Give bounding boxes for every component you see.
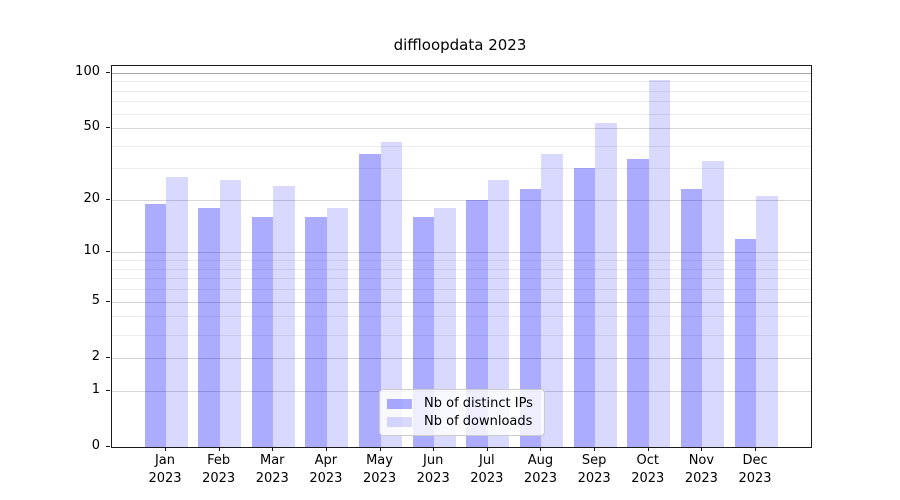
x-tick [701, 447, 703, 451]
bar-distinct-ips-nov [680, 189, 703, 447]
minor-gridline [111, 316, 811, 318]
y-tick [106, 446, 110, 447]
y-tick [106, 389, 110, 391]
x-tick-label: Mar 2023 [255, 453, 289, 486]
bar-downloads-dec [756, 196, 778, 447]
bar-distinct-ips-jul [466, 200, 488, 447]
x-tick [755, 447, 757, 451]
x-tick [272, 447, 274, 451]
bar-distinct-ips-mar [251, 217, 274, 447]
bar-distinct-ips-oct [627, 158, 649, 447]
minor-gridline [111, 334, 811, 336]
x-tick [540, 447, 542, 451]
chart-title: diffloopdata 2023 [393, 36, 527, 54]
x-tick [433, 447, 435, 451]
plot-area [110, 64, 812, 448]
y-tick [106, 356, 110, 358]
x-tick [218, 447, 220, 451]
x-tick-label: Dec 2023 [738, 453, 772, 486]
minor-gridline [111, 81, 811, 83]
bar-downloads-feb [219, 179, 242, 447]
bar-downloads-jan [166, 176, 188, 447]
x-tick-label: May 2023 [363, 453, 397, 486]
bar-distinct-ips-apr [305, 217, 327, 447]
legend-swatch-distinct-ips [387, 398, 412, 409]
bar-downloads-jul [487, 179, 510, 447]
bar-downloads-mar [273, 185, 295, 447]
legend-item-downloads: Nb of downloads [387, 414, 544, 429]
legend-label-distinct-ips: Nb of distinct IPs [424, 396, 533, 411]
bar-downloads-aug [541, 154, 563, 447]
legend-swatch-downloads [387, 416, 412, 427]
bar-distinct-ips-jan [144, 204, 166, 447]
x-tick-label: Sep 2023 [577, 453, 611, 486]
major-gridline [111, 200, 811, 202]
x-tick [594, 447, 596, 451]
x-tick [379, 447, 381, 451]
bar-downloads-may [380, 141, 403, 447]
y-tick [106, 251, 110, 253]
bar-distinct-ips-feb [198, 208, 220, 447]
bar-distinct-ips-sep [573, 168, 596, 447]
legend-box: Nb of distinct IPs Nb of downloads [379, 389, 545, 436]
y-tick-label: 100 [75, 63, 100, 79]
y-tick-label: 50 [83, 119, 100, 135]
minor-gridline [111, 145, 811, 147]
major-gridline [111, 252, 811, 254]
bar-distinct-ips-aug [519, 189, 542, 447]
x-tick-label: Oct 2023 [631, 453, 665, 486]
y-tick [106, 199, 110, 201]
minor-gridline [111, 260, 811, 262]
bar-distinct-ips-may [359, 154, 381, 447]
major-gridline [111, 72, 811, 74]
x-tick-label: Jan 2023 [148, 453, 182, 486]
y-tick-label: 10 [83, 243, 100, 259]
bar-downloads-jun [434, 208, 456, 447]
x-tick-label: Jul 2023 [470, 453, 504, 486]
legend-label-downloads: Nb of downloads [424, 414, 533, 429]
x-tick [165, 447, 166, 451]
y-tick [106, 71, 110, 73]
x-tick [486, 447, 488, 451]
y-tick-label: 5 [91, 292, 100, 308]
major-gridline [111, 301, 811, 303]
y-tick-label: 1 [91, 381, 100, 397]
bar-downloads-sep [595, 123, 617, 447]
y-tick-label: 20 [83, 191, 100, 207]
y-tick [106, 300, 110, 302]
major-gridline [111, 357, 811, 359]
minor-gridline [111, 168, 811, 170]
y-tick-label: 2 [91, 348, 100, 364]
bar-downloads-apr [326, 208, 349, 447]
minor-gridline [111, 278, 811, 280]
x-tick [325, 447, 327, 451]
minor-gridline [111, 101, 811, 103]
x-tick [647, 447, 649, 451]
bar-distinct-ips-dec [734, 238, 757, 447]
legend-item-distinct-ips: Nb of distinct IPs [387, 396, 544, 411]
minor-gridline [111, 90, 811, 92]
minor-gridline [111, 268, 811, 270]
x-tick-label: Jun 2023 [416, 453, 450, 486]
x-tick-label: Aug 2023 [523, 453, 558, 486]
bar-downloads-nov [702, 160, 724, 447]
x-tick-label: Feb 2023 [202, 453, 236, 486]
y-tick-label: 0 [91, 438, 100, 453]
x-tick-label: Apr 2023 [309, 453, 343, 486]
major-gridline [111, 128, 811, 130]
minor-gridline [111, 289, 811, 291]
x-tick-label: Nov 2023 [684, 453, 718, 486]
minor-gridline [111, 113, 811, 115]
bar-downloads-oct [648, 80, 671, 447]
y-tick [106, 127, 110, 129]
